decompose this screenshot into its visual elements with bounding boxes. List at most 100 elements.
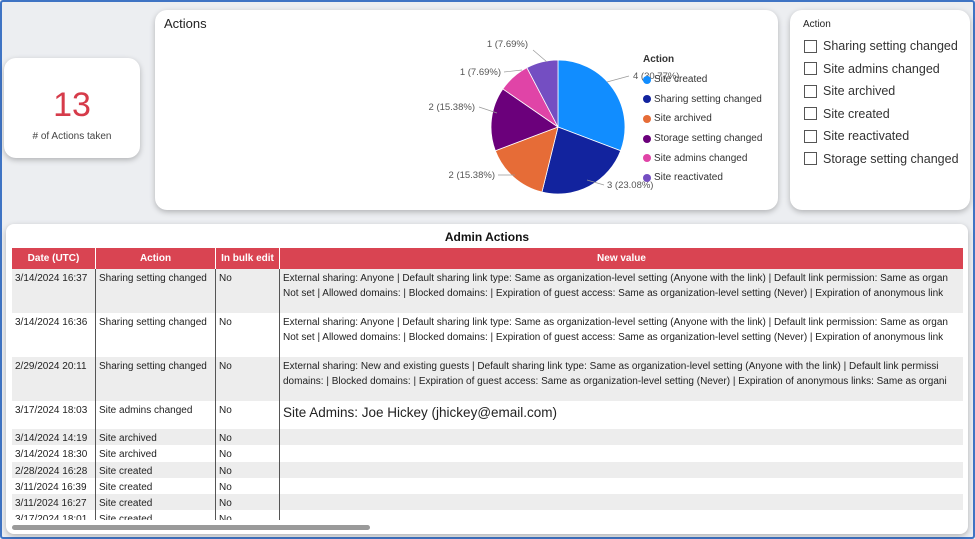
cell-new-value [280, 510, 963, 520]
slicer-option[interactable]: Site created [804, 103, 959, 126]
cell-action: Site created [96, 477, 216, 495]
horizontal-scrollbar[interactable] [12, 525, 370, 530]
slicer-option[interactable]: Storage setting changed [804, 148, 959, 171]
value-line: Not set | Allowed domains: | Blocked dom… [283, 288, 944, 299]
cell-action: Site created [96, 510, 216, 520]
value-line: Site Admins: Joe Hickey (jhickey@email.c… [283, 405, 558, 420]
legend-label: Site archived [654, 113, 712, 125]
legend-label: Site reactivated [654, 172, 723, 184]
pie-leader-line [503, 69, 523, 73]
cell-action: Site created [96, 461, 216, 478]
legend-item[interactable]: Site created [643, 70, 762, 90]
legend-dot-icon [643, 95, 651, 104]
column-header-action[interactable]: Action [96, 248, 216, 269]
legend-dot-icon [643, 134, 651, 143]
value-line: External sharing: Anyone | Default shari… [283, 273, 948, 284]
action-slicer[interactable]: Action Sharing setting changed Site admin… [790, 10, 970, 210]
cell-date: 3/14/2024 16:36 [12, 313, 96, 357]
pie-slice[interactable] [526, 59, 559, 128]
legend-title: Action [643, 54, 675, 65]
table-row[interactable]: 3/14/2024 18:30 Site archived No [12, 445, 963, 462]
cell-new-value [280, 478, 963, 494]
pie-data-label: 3 (23.08%) [607, 180, 653, 191]
cell-new-value [280, 462, 963, 478]
table-row[interactable]: 3/11/2024 16:39 Site created No [12, 477, 963, 495]
slicer-option[interactable]: Site reactivated [804, 125, 959, 148]
legend-item[interactable]: Site archived [643, 109, 762, 129]
cell-new-value: Site Admins: Joe Hickey (jhickey@email.c… [280, 401, 963, 429]
slicer-option[interactable]: Site archived [804, 80, 959, 103]
pie-slice[interactable] [494, 126, 559, 193]
legend-dot-icon [643, 154, 651, 163]
cell-date: 3/14/2024 18:30 [12, 445, 96, 462]
cell-bulk: No [216, 494, 280, 511]
pie-slice[interactable] [557, 59, 626, 152]
cell-bulk: No [216, 357, 280, 401]
pie-leader-line [532, 49, 548, 63]
pie-slice[interactable] [541, 126, 622, 195]
cell-new-value [280, 429, 963, 445]
legend-dot-icon [643, 173, 651, 182]
cell-date: 3/11/2024 16:27 [12, 494, 96, 511]
table-header: Date (UTC) Action In bulk edit New value [12, 248, 963, 269]
cell-date: 3/11/2024 16:39 [12, 477, 96, 495]
pie-leader-line [606, 75, 630, 83]
slicer-option-label: Storage setting changed [823, 151, 959, 166]
cell-action: Site created [96, 494, 216, 511]
table-row[interactable]: 2/29/2024 20:11 Sharing setting changed No… [12, 357, 963, 401]
table-row[interactable]: 3/17/2024 18:01 Site created No [12, 510, 963, 520]
cell-date: 3/17/2024 18:03 [12, 401, 96, 429]
column-header-bulk[interactable]: In bulk edit [216, 248, 280, 269]
slicer-option[interactable]: Sharing setting changed [804, 35, 959, 58]
legend-label: Sharing setting changed [654, 93, 762, 105]
checkbox[interactable] [804, 62, 817, 76]
checkbox[interactable] [804, 107, 817, 121]
table-row[interactable]: 3/14/2024 14:19 Site archived No [12, 429, 963, 446]
pie-slice[interactable] [490, 88, 559, 152]
legend-item[interactable]: Storage setting changed [643, 129, 762, 149]
cell-bulk: No [216, 401, 280, 429]
cell-bulk: No [216, 445, 280, 462]
slicer-option-label: Site reactivated [823, 129, 910, 144]
kpi-label: # of Actions taken [32, 131, 112, 142]
pie-chart[interactable]: 4 (30.77%) 3 (23.08%) 2 (15.38%) 2 (15.38%)… [155, 10, 778, 210]
cell-date: 3/14/2024 16:37 [12, 269, 96, 313]
cell-new-value: External sharing: New and existing guest… [280, 357, 963, 401]
column-header-new-value[interactable]: New value [597, 253, 646, 264]
actions-pie-card[interactable]: Actions 4 (30.77%) 3 (23.08%) 2 (15.38%) 2 … [155, 10, 778, 210]
legend-label: Site admins changed [654, 152, 748, 164]
pie-data-label: 2 (15.38%) [429, 102, 475, 113]
table-row[interactable]: 3/11/2024 16:27 Site created No [12, 494, 963, 511]
cell-action: Sharing setting changed [96, 357, 216, 401]
legend-item[interactable]: Sharing setting changed [643, 90, 762, 110]
admin-actions-table-card[interactable]: Admin Actions Date (UTC) Action In bulk … [6, 224, 968, 534]
column-header-date[interactable]: Date (UTC) [12, 248, 96, 269]
value-line: Not set | Allowed domains: | Blocked dom… [283, 332, 944, 343]
kpi-card[interactable]: 13 # of Actions taken [4, 58, 140, 158]
table-row[interactable]: 3/14/2024 16:37 Sharing setting changed No… [12, 269, 963, 313]
cell-bulk: No [216, 313, 280, 357]
cell-action: Site archived [96, 429, 216, 446]
checkbox[interactable] [804, 84, 817, 98]
pie-title: Actions [164, 16, 207, 31]
pie-data-label: 4 (30.77%) [633, 71, 679, 82]
checkbox[interactable] [804, 152, 817, 166]
table-title: Admin Actions [444, 230, 530, 244]
table-row[interactable]: 3/14/2024 16:36 Sharing setting changed No… [12, 313, 963, 357]
legend-dot-icon [643, 114, 651, 123]
cell-date: 2/28/2024 16:28 [12, 461, 96, 478]
cell-bulk: No [216, 477, 280, 495]
table-row[interactable]: 3/17/2024 18:03 Site admins changed No Site… [12, 401, 963, 429]
admin-actions-table[interactable]: Date (UTC) Action In bulk edit New value… [12, 248, 963, 520]
legend-item[interactable]: Site reactivated [643, 168, 762, 188]
checkbox[interactable] [804, 39, 817, 53]
slicer-option[interactable]: Site admins changed [804, 58, 959, 81]
cell-date: 3/14/2024 14:19 [12, 429, 96, 446]
slicer-option-label: Sharing setting changed [823, 39, 958, 54]
cell-bulk: No [216, 461, 280, 478]
pie-data-label: 1 (7.69%) [487, 39, 528, 50]
legend-item[interactable]: Site admins changed [643, 148, 762, 168]
value-line: External sharing: Anyone | Default shari… [283, 317, 948, 328]
checkbox[interactable] [804, 129, 817, 143]
table-row[interactable]: 2/28/2024 16:28 Site created No [12, 461, 963, 478]
